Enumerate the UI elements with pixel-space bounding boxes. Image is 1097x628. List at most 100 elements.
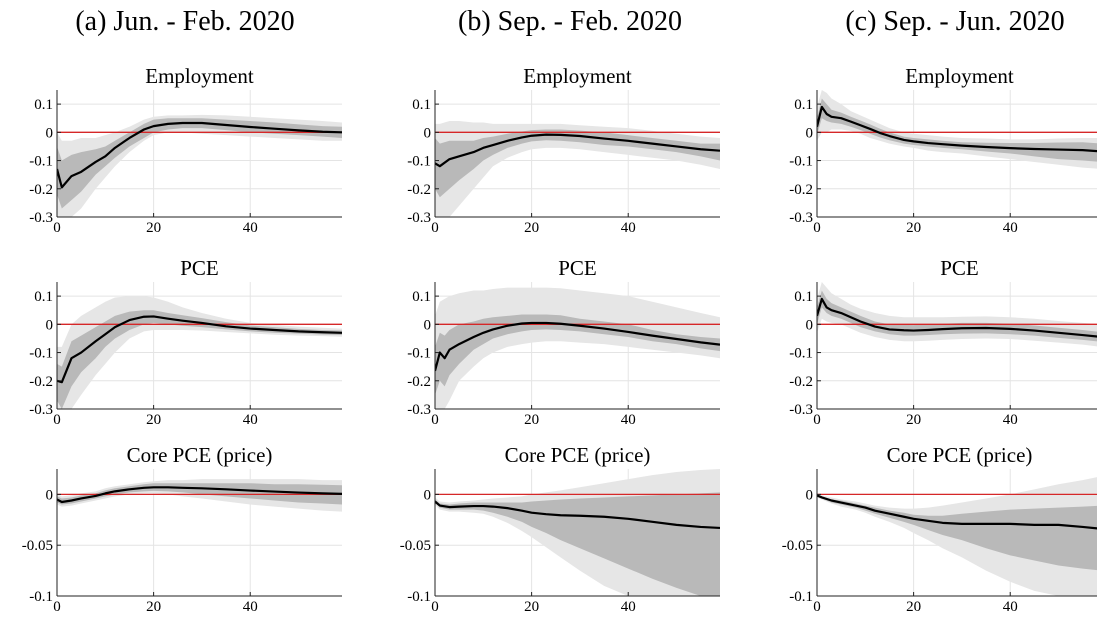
- panel-title: PCE: [940, 256, 979, 280]
- y-tick-label: -0.3: [789, 402, 813, 418]
- panel-5: -0.3 -0.2 -0.1 0 0.1 0 20 40 PCE: [789, 256, 1097, 428]
- y-tick-label: 0.1: [34, 97, 53, 113]
- column-title-c: (c) Sep. - Jun. 2020: [845, 6, 1065, 37]
- x-tick-label: 40: [621, 599, 636, 615]
- x-tick-label: 0: [813, 220, 821, 236]
- column-title-a: (a) Jun. - Feb. 2020: [75, 6, 295, 37]
- y-tick-label: 0: [46, 317, 54, 333]
- x-tick-label: 0: [431, 599, 439, 615]
- x-tick-label: 0: [53, 412, 61, 428]
- x-tick-label: 0: [431, 220, 439, 236]
- y-tick-label: 0: [806, 317, 814, 333]
- panel-6: -0.1 -0.05 0 0 20 40 Core PCE (price): [22, 443, 342, 615]
- panel-title: Employment: [145, 64, 254, 88]
- confidence-band-inner: [435, 492, 720, 596]
- y-tick-label: -0.1: [789, 589, 813, 605]
- x-tick-label: 40: [243, 220, 258, 236]
- x-tick-label: 40: [621, 412, 636, 428]
- x-tick-label: 20: [146, 220, 161, 236]
- y-tick-label: -0.2: [29, 374, 53, 390]
- impulse-response-line: [435, 133, 720, 168]
- panel-title: Core PCE (price): [127, 443, 273, 467]
- panel-title: Core PCE (price): [505, 443, 651, 467]
- x-tick-label: 20: [906, 599, 921, 615]
- y-tick-label: -0.3: [789, 210, 813, 226]
- impulse-response-line: [435, 500, 720, 530]
- x-tick-label: 40: [243, 412, 258, 428]
- x-tick-label: 0: [53, 599, 61, 615]
- y-tick-label: -0.2: [29, 182, 53, 198]
- y-tick-label: 0: [46, 125, 54, 141]
- y-tick-label: -0.05: [782, 538, 813, 554]
- y-tick-label: -0.1: [29, 346, 53, 362]
- y-tick-label: -0.2: [407, 374, 431, 390]
- x-tick-label: 40: [621, 220, 636, 236]
- y-tick-label: -0.2: [789, 182, 813, 198]
- y-tick-label: -0.2: [789, 374, 813, 390]
- panel-2: -0.3 -0.2 -0.1 0 0.1 0 20 40 Employment: [789, 64, 1097, 236]
- y-tick-label: -0.1: [29, 589, 53, 605]
- x-tick-label: 20: [524, 220, 539, 236]
- impulse-response-line: [817, 105, 1097, 153]
- panel-4: -0.3 -0.2 -0.1 0 0.1 0 20 40 PCE: [407, 256, 720, 428]
- x-tick-label: 0: [53, 220, 61, 236]
- y-tick-label: -0.3: [407, 402, 431, 418]
- x-tick-label: 0: [813, 412, 821, 428]
- panel-title: PCE: [180, 256, 219, 280]
- y-tick-label: 0.1: [794, 97, 813, 113]
- y-tick-label: -0.3: [29, 210, 53, 226]
- y-tick-label: 0.1: [412, 97, 431, 113]
- panel-title: Core PCE (price): [887, 443, 1033, 467]
- y-tick-label: 0: [46, 487, 54, 503]
- x-tick-label: 40: [1003, 220, 1018, 236]
- y-tick-label: -0.3: [407, 210, 431, 226]
- panel-title: Employment: [523, 64, 632, 88]
- y-tick-label: -0.2: [407, 182, 431, 198]
- x-tick-label: 20: [906, 412, 921, 428]
- panel-7: -0.1 -0.05 0 0 20 40 Core PCE (price): [400, 443, 720, 615]
- y-tick-label: -0.05: [22, 538, 53, 554]
- panel-1: -0.3 -0.2 -0.1 0 0.1 0 20 40 Employment: [407, 64, 720, 236]
- y-tick-label: 0.1: [34, 289, 53, 305]
- panel-title: PCE: [558, 256, 597, 280]
- confidence-band-inner: [57, 118, 342, 209]
- confidence-band-inner: [817, 98, 1097, 162]
- y-tick-label: -0.1: [789, 154, 813, 170]
- x-tick-label: 20: [146, 412, 161, 428]
- column-title-b: (b) Sep. - Feb. 2020: [458, 6, 682, 37]
- x-tick-label: 20: [146, 599, 161, 615]
- panel-0: -0.3 -0.2 -0.1 0 0.1 0 20 40 Employment: [29, 64, 342, 236]
- impulse-response-line: [57, 486, 342, 504]
- y-tick-label: 0: [806, 487, 814, 503]
- y-tick-label: -0.1: [29, 154, 53, 170]
- impulse-response-line: [817, 297, 1097, 338]
- y-tick-label: 0: [424, 317, 432, 333]
- impulse-response-line: [435, 321, 720, 372]
- x-tick-label: 20: [524, 412, 539, 428]
- x-tick-label: 40: [243, 599, 258, 615]
- x-tick-label: 0: [431, 412, 439, 428]
- x-tick-label: 40: [1003, 412, 1018, 428]
- panel-title: Employment: [905, 64, 1014, 88]
- y-tick-label: -0.05: [400, 538, 431, 554]
- x-tick-label: 20: [906, 220, 921, 236]
- y-tick-label: -0.3: [29, 402, 53, 418]
- impulse-response-line: [817, 494, 1097, 530]
- x-tick-label: 40: [1003, 599, 1018, 615]
- y-tick-label: -0.1: [407, 346, 431, 362]
- confidence-band-inner: [435, 129, 720, 198]
- panel-8: -0.1 -0.05 0 0 20 40 Core PCE (price): [782, 443, 1097, 615]
- plot-area: [817, 282, 1097, 409]
- x-tick-label: 0: [813, 599, 821, 615]
- impulse-response-line: [57, 121, 342, 189]
- panel-3: -0.3 -0.2 -0.1 0 0.1 0 20 40 PCE: [29, 256, 342, 428]
- y-tick-label: -0.1: [407, 589, 431, 605]
- y-tick-label: 0.1: [412, 289, 431, 305]
- y-tick-label: 0: [424, 125, 432, 141]
- y-tick-label: 0.1: [794, 289, 813, 305]
- y-tick-label: -0.1: [407, 154, 431, 170]
- impulse-response-line: [57, 315, 342, 384]
- y-tick-label: -0.1: [789, 346, 813, 362]
- y-tick-label: 0: [806, 125, 814, 141]
